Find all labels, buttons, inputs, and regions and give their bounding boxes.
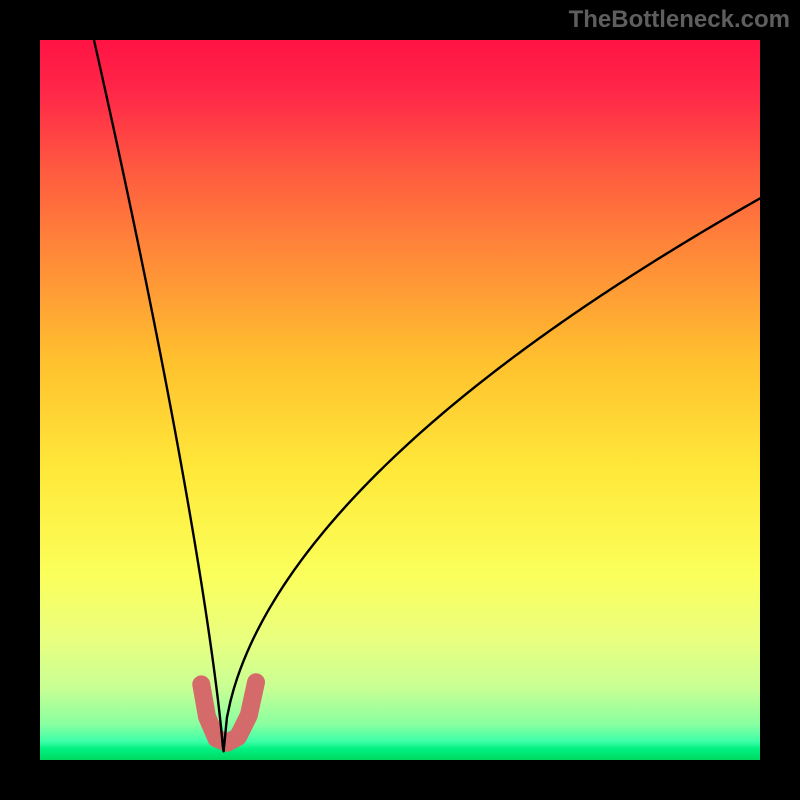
gradient-background [40, 40, 760, 760]
plot-area [40, 40, 760, 760]
bottleneck-curve-chart [40, 40, 760, 760]
watermark-text: TheBottleneck.com [569, 6, 790, 34]
chart-frame: TheBottleneck.com [0, 0, 800, 800]
